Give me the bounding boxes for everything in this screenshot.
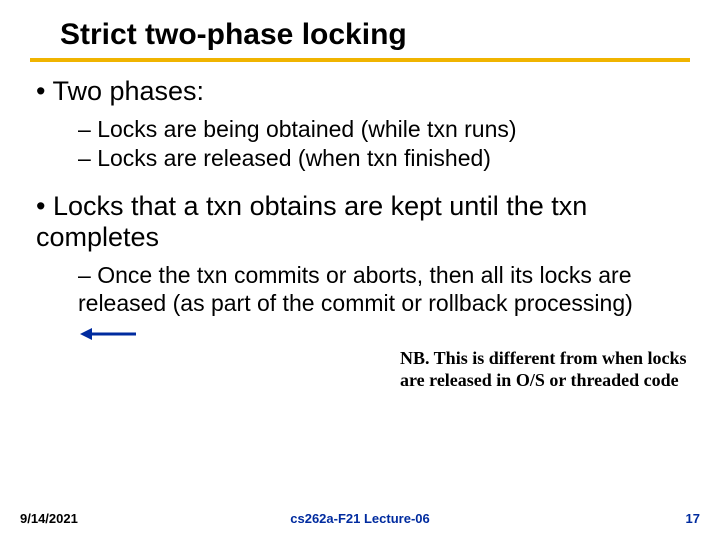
footer-course: cs262a-F21 Lecture-06 xyxy=(290,511,429,526)
bullet-commit-abort-text: Once the txn commits or aborts, then all… xyxy=(78,262,633,317)
callout-note: NB. This is different from when locks ar… xyxy=(400,348,700,391)
bullet-two-phases: Two phases: xyxy=(30,76,690,107)
bullet-obtained: Locks are being obtained (while txn runs… xyxy=(30,115,690,144)
footer-page: 17 xyxy=(686,511,700,526)
bullet-locks-kept: Locks that a txn obtains are kept until … xyxy=(30,191,690,253)
arrow-left-icon xyxy=(80,327,136,341)
footer-date: 9/14/2021 xyxy=(20,511,78,526)
bullet-group-2: Locks that a txn obtains are kept until … xyxy=(30,191,690,347)
bullet-commit-abort: Once the txn commits or aborts, then all… xyxy=(30,261,690,347)
slide: Strict two-phase locking Two phases: Loc… xyxy=(0,0,720,540)
bullet-released: Locks are released (when txn finished) xyxy=(30,144,690,173)
bullet-group-1: Two phases: Locks are being obtained (wh… xyxy=(30,76,690,173)
slide-title: Strict two-phase locking xyxy=(30,18,690,58)
footer: 9/14/2021 cs262a-F21 Lecture-06 17 xyxy=(0,511,720,526)
title-underline xyxy=(30,58,690,62)
